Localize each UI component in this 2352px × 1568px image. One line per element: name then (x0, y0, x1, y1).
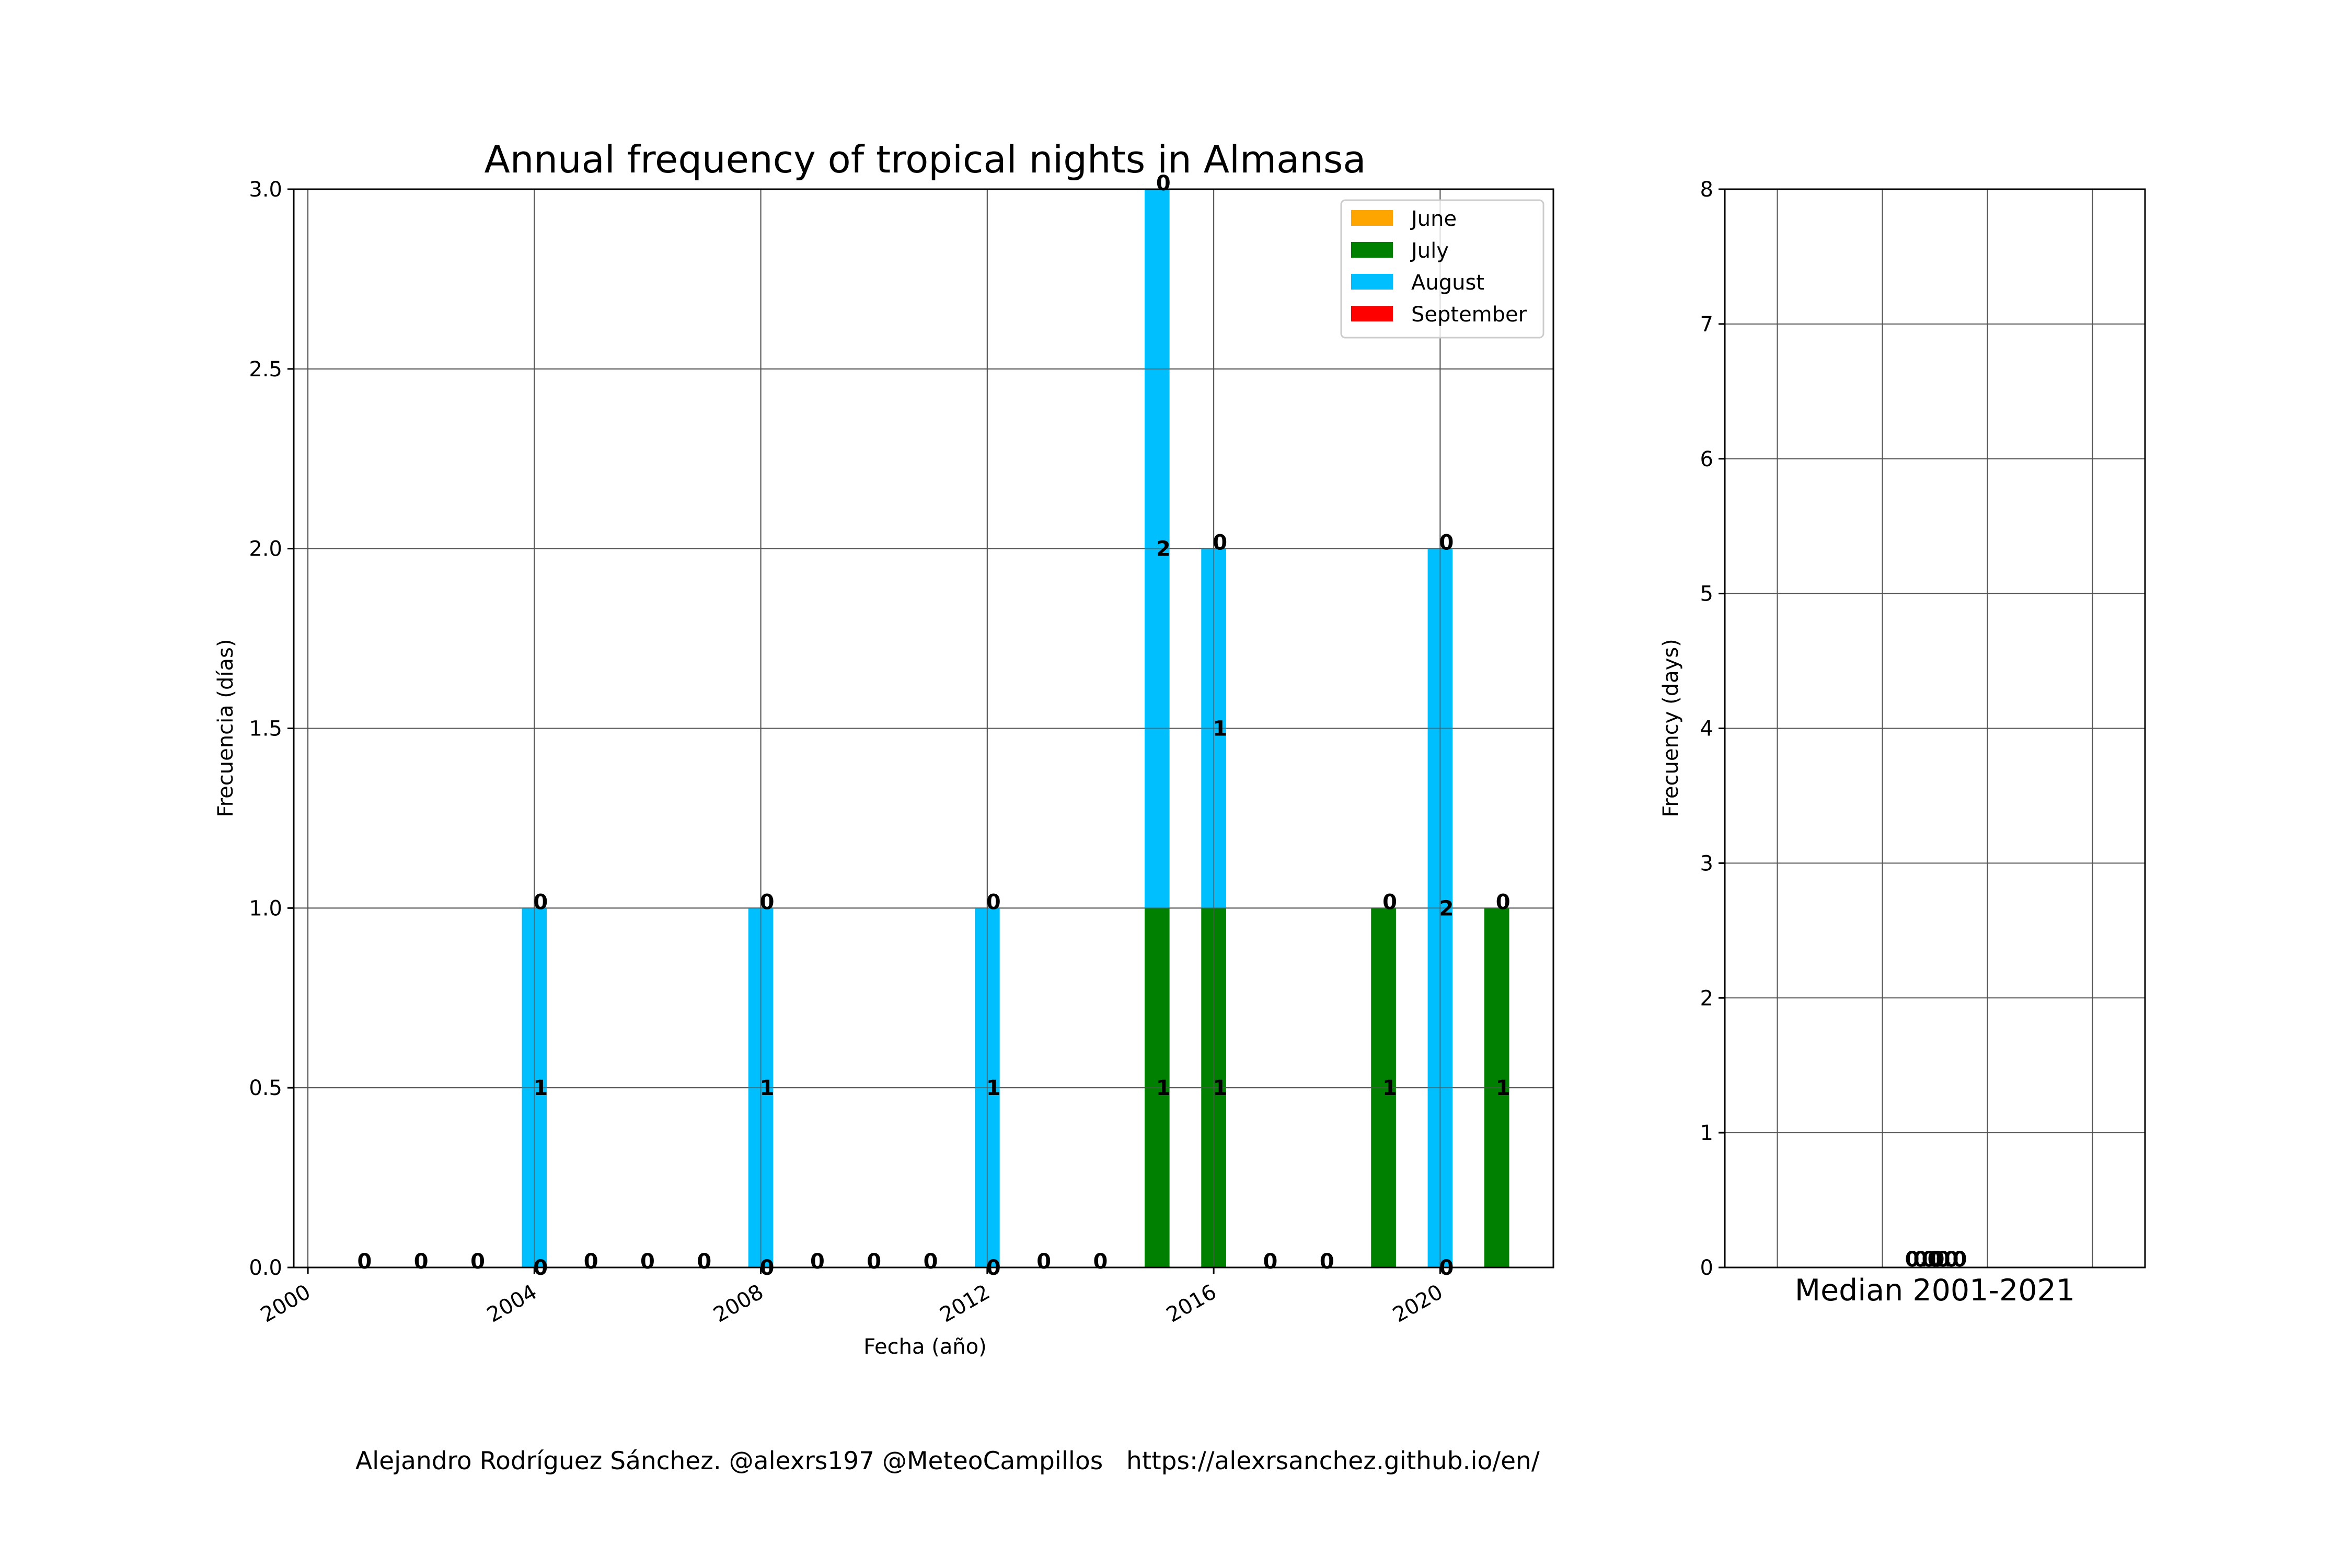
bar-value-label: 0 (1156, 171, 1171, 195)
x-tick-label: 2020 (1389, 1280, 1447, 1328)
side-y-tick-label: 5 (1700, 582, 1713, 606)
bar-value-label: 0 (1036, 1250, 1051, 1274)
y-tick-label: 2.5 (249, 358, 282, 382)
bar-value-label: 0 (1439, 531, 1454, 555)
bar-value-label: 0 (584, 1250, 598, 1274)
legend-label-september: September (1411, 303, 1527, 327)
legend-label-august: August (1411, 271, 1484, 295)
side-y-axis-label: Frecuency (days) (1659, 639, 1683, 817)
y-tick-label: 3.0 (249, 178, 282, 202)
side-y-tick-label: 2 (1700, 986, 1713, 1010)
bar-value-label: 1 (1382, 1076, 1397, 1100)
side-grid (1725, 189, 2145, 1268)
bar-value-label: 0 (1382, 890, 1397, 914)
legend-swatch-august (1351, 274, 1393, 290)
x-tick-label: 2004 (483, 1280, 541, 1328)
bar-value-label: 0 (533, 890, 548, 914)
y-tick-label: 1.0 (249, 896, 282, 920)
legend-swatch-june (1351, 210, 1393, 226)
x-tick-label: 2016 (1162, 1280, 1220, 1328)
x-tick-label: 2012 (936, 1280, 994, 1328)
bar-value-label: 0 (697, 1250, 711, 1274)
main-chart: Annual frequency of tropical nights in A… (214, 137, 1554, 1359)
legend: June July August September (1340, 199, 1544, 339)
side-y-tick-label: 4 (1700, 717, 1713, 741)
side-y-tick-label: 6 (1700, 447, 1713, 471)
bar-value-label: 0 (357, 1250, 372, 1274)
legend-box (1340, 199, 1544, 339)
bar-value-label: 0 (1320, 1250, 1334, 1274)
footer-credits: Alejandro Rodríguez Sánchez. @alexrs197 … (355, 1447, 1540, 1475)
bar-value-label: 0 (1496, 890, 1511, 914)
bar-value-label: 0 (867, 1250, 881, 1274)
bar-value-label: 1 (760, 1076, 775, 1100)
x-tick-label: 2000 (257, 1280, 315, 1328)
side-x-axis-label: Median 2001-2021 (1795, 1273, 2075, 1308)
x-tick-label: 2008 (709, 1280, 767, 1328)
side-y-tick-label: 0 (1700, 1256, 1713, 1280)
bar-value-label: 1 (1496, 1076, 1511, 1100)
legend-swatch-september (1351, 306, 1393, 321)
bar-value-label: 1 (986, 1076, 1001, 1100)
x-axis-label: Fecha (año) (863, 1335, 987, 1359)
bar-value-label: 0 (810, 1250, 825, 1274)
main-bars (294, 189, 1553, 1268)
bar-value-label: 2 (1439, 896, 1454, 920)
bar-value-label: 0 (986, 890, 1001, 914)
y-axis-label: Frecuencia (días) (214, 639, 238, 817)
bar-value-label: 0 (924, 1250, 938, 1274)
bar-value-label: 2 (1156, 537, 1171, 561)
bar-value-label: 0 (414, 1250, 429, 1274)
bar-value-label: 0 (1263, 1250, 1278, 1274)
bar-value-label: 1 (533, 1076, 548, 1100)
bar-value-label: 1 (1156, 1076, 1171, 1100)
bar-value-label: 0 (760, 890, 775, 914)
chart-title: Annual frequency of tropical nights in A… (485, 137, 1366, 181)
y-tick-label: 2.0 (249, 537, 282, 561)
bar-value-label: 0 (1213, 531, 1227, 555)
bar-value-label: 1 (1213, 1076, 1227, 1100)
y-tick-label: 0.5 (249, 1076, 282, 1100)
legend-swatch-july (1351, 242, 1393, 258)
legend-label-july: July (1410, 239, 1449, 263)
bar-value-label: 0 (1093, 1250, 1108, 1274)
y-tick-label: 1.5 (249, 717, 282, 741)
main-y-ticks: 0.0 0.5 1.0 1.5 2.0 2.5 3.0 (249, 178, 294, 1280)
side-y-tick-label: 8 (1700, 178, 1713, 202)
side-y-tick-label: 7 (1700, 313, 1713, 337)
main-x-ticks: 2000 2004 2008 2012 2016 2020 (257, 1267, 1447, 1328)
bar-value-label: 1 (1213, 717, 1227, 741)
side-y-tick-label: 1 (1700, 1121, 1713, 1145)
y-tick-label: 0.0 (249, 1256, 282, 1280)
bar-value-label: 0 (640, 1250, 655, 1274)
bar-value-label: 0 (470, 1250, 485, 1274)
side-y-tick-label: 3 (1700, 851, 1713, 875)
legend-label-june: June (1410, 207, 1457, 231)
side-y-ticks: 0 1 2 3 4 5 6 7 8 (1700, 178, 1725, 1280)
